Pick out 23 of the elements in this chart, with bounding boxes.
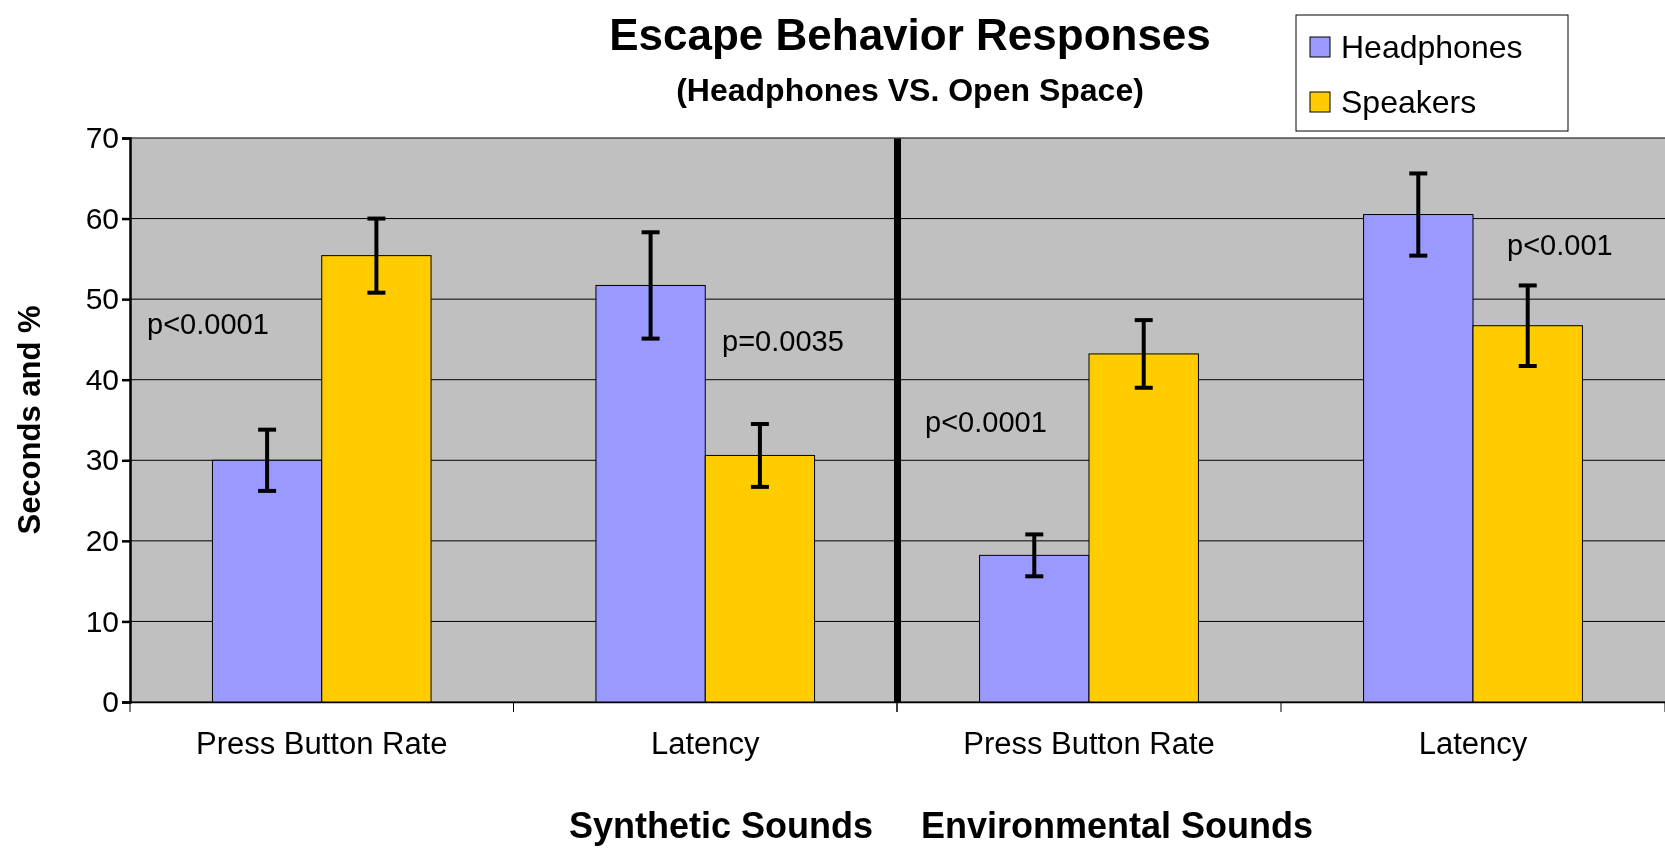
x-axis-title: Synthetic Sounds [568, 805, 873, 846]
legend-label: Speakers [1341, 84, 1477, 120]
y-tick-label: 60 [85, 201, 119, 235]
chart-subtitle: (Headphones VS. Open Space) [676, 72, 1144, 108]
x-tick-label: Press Button Rate [195, 726, 448, 762]
y-tick-label: 30 [85, 443, 119, 477]
y-tick-label: 50 [85, 282, 119, 316]
chart-title: Escape Behavior Responses [609, 10, 1211, 59]
annotation: p<0.0001 [925, 406, 1047, 438]
y-tick-label: 20 [85, 523, 119, 557]
y-axis-title: Seconds and % [12, 305, 47, 535]
x-tick-label: Latency [1418, 726, 1528, 762]
y-tick-label: 10 [85, 604, 119, 638]
y-tick-label: 70 [85, 121, 119, 155]
x-tick-label: Latency [650, 726, 761, 762]
annotation: p<0.0001 [147, 308, 269, 340]
annotation: p<0.001 [1507, 229, 1613, 261]
x-tick-label: Press Button Rate [963, 726, 1215, 762]
y-tick-label: 40 [85, 362, 119, 396]
x-axis-title: Environmental Sounds [921, 805, 1314, 846]
annotation: p=0.0035 [722, 325, 844, 357]
y-tick-label: 0 [102, 685, 119, 719]
legend-label: Headphones [1341, 29, 1523, 65]
